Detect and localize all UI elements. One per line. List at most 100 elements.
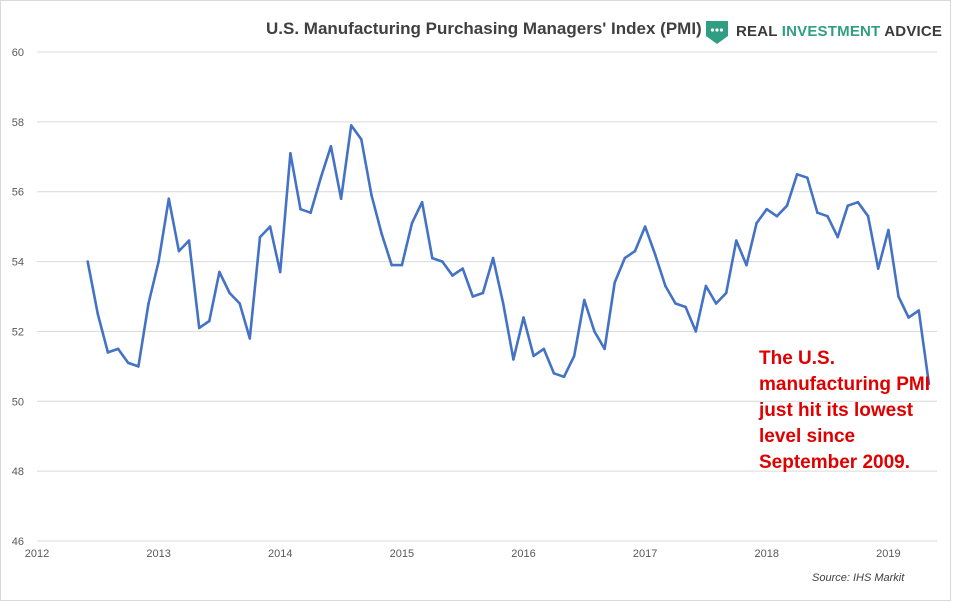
data-point-2013-08: [228, 291, 231, 295]
data-point-2018-04: [795, 173, 799, 176]
data-point-2016-11: [623, 256, 627, 260]
data-point-2012-11: [137, 365, 140, 368]
data-point-2015-01: [400, 263, 404, 267]
data-point-2016-03: [542, 347, 546, 351]
data-point-2016-09: [603, 347, 606, 351]
data-point-2013-05: [197, 326, 201, 330]
data-point-2012-10: [126, 361, 130, 365]
data-point-2017-05: [684, 305, 687, 309]
data-point-2018-10: [856, 200, 860, 204]
data-point-2015-06: [451, 274, 454, 277]
data-point-2019-03: [907, 316, 910, 319]
y-tick-label-50: 50: [12, 396, 24, 408]
data-point-2014-03: [299, 207, 302, 211]
data-point-2013-02: [167, 197, 171, 200]
x-tick-label-2014: 2014: [268, 548, 292, 560]
y-tick-label-56: 56: [12, 187, 24, 199]
logo-word-real: REAL: [736, 23, 778, 40]
data-point-2014-11: [380, 232, 383, 235]
series-line-0: [86, 124, 931, 384]
y-tick-label-46: 46: [12, 536, 24, 548]
data-point-2015-12: [512, 358, 515, 361]
data-point-2014-01: [278, 270, 282, 274]
data-point-2016-05: [562, 375, 566, 379]
data-point-2013-10: [248, 337, 252, 340]
data-point-2019-02: [897, 295, 900, 298]
data-point-2015-08: [471, 295, 475, 298]
data-point-2018-09: [846, 204, 850, 207]
y-tick-label-52: 52: [12, 326, 24, 338]
data-point-2015-10: [491, 256, 495, 260]
data-point-2013-04: [187, 239, 191, 242]
data-point-2017-11: [745, 263, 748, 267]
data-point-2017-02: [653, 253, 657, 256]
data-point-2017-01: [643, 225, 647, 228]
brand-logo: REAL INVESTMENT ADVICE: [704, 18, 942, 46]
x-tick-label-2013: 2013: [146, 548, 170, 560]
data-point-2018-07: [826, 214, 829, 218]
chart-title: U.S. Manufacturing Purchasing Managers' …: [266, 19, 702, 38]
source-note: Source: IHS Markit: [812, 572, 905, 584]
data-point-2019-01: [887, 228, 890, 232]
data-point-2016-01: [522, 316, 525, 319]
x-tick-label-2016: 2016: [511, 548, 535, 560]
data-point-2016-12: [633, 249, 637, 253]
data-point-2013-03: [177, 249, 181, 253]
data-point-2017-10: [735, 239, 738, 242]
data-point-2016-10: [613, 281, 616, 284]
data-point-2012-08: [106, 351, 110, 354]
x-tick-label-2018: 2018: [754, 548, 778, 560]
data-point-2017-04: [674, 302, 677, 305]
data-point-2015-09: [481, 291, 485, 295]
y-tick-label-54: 54: [12, 257, 24, 269]
logo-word-advice: ADVICE: [884, 23, 943, 40]
data-point-2018-12: [876, 267, 880, 270]
x-tick-label-2017: 2017: [633, 548, 657, 560]
x-tick-label-2019: 2019: [876, 548, 900, 560]
data-point-2013-11: [258, 235, 262, 239]
data-point-2017-08: [714, 302, 718, 305]
data-point-2013-12: [268, 225, 272, 228]
data-point-2015-11: [501, 302, 505, 305]
data-point-2014-04: [309, 211, 312, 214]
data-point-2015-02: [410, 221, 414, 225]
data-point-2016-04: [552, 372, 556, 375]
logo-wordmark: REAL INVESTMENT ADVICE: [736, 23, 942, 40]
data-point-2016-07: [583, 298, 586, 302]
data-point-2012-09: [116, 347, 120, 351]
data-point-2019-04: [917, 309, 921, 312]
data-point-2017-06: [694, 330, 698, 333]
data-point-2018-11: [866, 214, 870, 218]
data-point-2013-09: [238, 302, 241, 305]
data-point-2014-07: [339, 197, 343, 200]
data-point-2016-08: [593, 330, 596, 333]
data-point-2014-12: [390, 263, 394, 267]
data-point-2012-07: [96, 312, 100, 316]
data-point-2016-06: [572, 354, 576, 358]
chart-annotation: The U.S. manufacturing PMI just hit its …: [759, 348, 931, 473]
data-point-2017-09: [724, 291, 728, 295]
data-point-2015-07: [461, 267, 465, 270]
data-point-2014-09: [360, 138, 363, 141]
data-point-2014-02: [289, 152, 292, 155]
data-point-2016-02: [532, 354, 535, 358]
data-point-2017-07: [704, 284, 708, 288]
data-point-2018-08: [836, 235, 839, 239]
data-point-2019-05: [927, 382, 931, 386]
data-point-2012-12: [147, 302, 150, 305]
data-point-2012-06: [86, 260, 89, 263]
data-point-2018-01: [765, 207, 768, 211]
logo-word-investment: INVESTMENT: [781, 23, 881, 40]
data-point-2017-03: [664, 284, 667, 288]
data-point-2015-03: [420, 200, 424, 204]
data-point-2014-05: [319, 176, 323, 179]
data-point-2018-03: [785, 204, 789, 207]
data-point-2013-06: [208, 319, 211, 323]
data-point-2018-06: [816, 211, 819, 214]
y-tick-label-48: 48: [12, 466, 24, 478]
data-point-2018-05: [806, 176, 809, 179]
x-tick-label-2012: 2012: [25, 548, 49, 560]
data-point-2014-08: [349, 124, 353, 127]
